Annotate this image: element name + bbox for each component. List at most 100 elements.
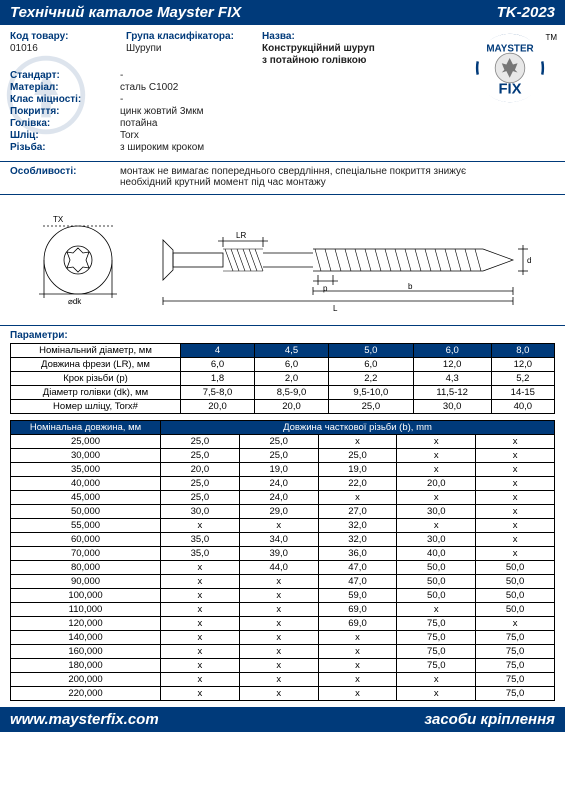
length-cell: x — [318, 659, 397, 673]
param-cell: 9,5-10,0 — [329, 386, 414, 400]
length-cell: x — [476, 491, 555, 505]
param-cell: 4 — [181, 344, 255, 358]
svg-text:LR: LR — [236, 231, 246, 240]
label-thread: Різьба: — [10, 142, 120, 153]
length-nominal: 60,000 — [11, 533, 161, 547]
label-features: Особливості: — [10, 166, 120, 188]
footer-bar: www.maysterfix.com засоби кріплення — [0, 707, 565, 732]
length-cell: x — [397, 435, 476, 449]
info-section: Код товару: Група класифікатора: Назва: … — [0, 25, 565, 157]
svg-text:L: L — [333, 304, 338, 313]
length-nominal: 45,000 — [11, 491, 161, 505]
watermark-icon — [6, 55, 86, 135]
val-code: 01016 — [10, 43, 120, 54]
param-row-label: Довжина фрези (LR), мм — [11, 358, 181, 372]
length-cell: 25,0 — [161, 435, 240, 449]
length-cell: x — [239, 673, 318, 687]
param-cell: 6,0 — [329, 358, 414, 372]
svg-text:b: b — [408, 282, 413, 291]
length-cell: 34,0 — [239, 533, 318, 547]
length-cell: 75,0 — [476, 687, 555, 701]
length-cell: x — [161, 561, 240, 575]
length-cell: x — [397, 603, 476, 617]
param-cell: 20,0 — [181, 400, 255, 414]
length-nominal: 140,000 — [11, 631, 161, 645]
param-cell: 8,5-9,0 — [255, 386, 329, 400]
footer-left: www.maysterfix.com — [10, 711, 159, 728]
svg-text:TX: TX — [53, 215, 64, 224]
svg-text:⌀dk: ⌀dk — [68, 297, 82, 306]
length-cell: x — [239, 575, 318, 589]
length-cell: x — [239, 589, 318, 603]
length-cell: 25,0 — [161, 449, 240, 463]
val-standard: - — [120, 70, 320, 81]
length-cell: 35,0 — [161, 533, 240, 547]
param-cell: 4,3 — [413, 372, 491, 386]
length-nominal: 40,000 — [11, 477, 161, 491]
params-table: Номінальний діаметр, мм44,55,06,08,0Довж… — [10, 343, 555, 414]
length-cell: 69,0 — [318, 617, 397, 631]
length-cell: x — [318, 645, 397, 659]
length-cell: x — [239, 687, 318, 701]
length-cell: 75,0 — [397, 659, 476, 673]
length-cell: x — [318, 435, 397, 449]
length-cell: x — [476, 449, 555, 463]
length-nominal: 110,000 — [11, 603, 161, 617]
label-name: Назва: — [262, 31, 442, 42]
length-cell: 75,0 — [397, 631, 476, 645]
length-cell: 32,0 — [318, 533, 397, 547]
length-cell: x — [161, 589, 240, 603]
length-cell: 25,0 — [318, 449, 397, 463]
length-cell: x — [318, 491, 397, 505]
length-cell: x — [397, 519, 476, 533]
length-nominal: 35,000 — [11, 463, 161, 477]
val-head: потайна — [120, 118, 320, 129]
length-cell: 40,0 — [397, 547, 476, 561]
length-cell: 75,0 — [476, 645, 555, 659]
length-cell: 50,0 — [476, 603, 555, 617]
length-cell: 19,0 — [318, 463, 397, 477]
length-cell: 25,0 — [239, 449, 318, 463]
val-material: сталь С1002 — [120, 82, 320, 93]
length-nominal: 25,000 — [11, 435, 161, 449]
length-nominal: 90,000 — [11, 575, 161, 589]
param-row-label: Крок різьби (p) — [11, 372, 181, 386]
length-cell: x — [476, 617, 555, 631]
length-cell: x — [476, 435, 555, 449]
logo-tm: TM — [545, 33, 557, 42]
length-cell: 47,0 — [318, 561, 397, 575]
length-nominal: 160,000 — [11, 645, 161, 659]
length-cell: x — [318, 673, 397, 687]
length-cell: 50,0 — [397, 575, 476, 589]
length-cell: 75,0 — [476, 673, 555, 687]
param-cell: 30,0 — [413, 400, 491, 414]
length-cell: x — [476, 477, 555, 491]
param-cell: 2,2 — [329, 372, 414, 386]
length-cell: 69,0 — [318, 603, 397, 617]
param-cell: 5,0 — [329, 344, 414, 358]
length-cell: x — [476, 505, 555, 519]
param-cell: 11,5-12 — [413, 386, 491, 400]
length-cell: x — [239, 617, 318, 631]
length-nominal: 80,000 — [11, 561, 161, 575]
length-cell: 22,0 — [318, 477, 397, 491]
screw-diagram: TX ⌀dk — [0, 199, 565, 321]
svg-text:FIX: FIX — [498, 81, 521, 97]
param-cell: 2,0 — [255, 372, 329, 386]
length-cell: 50,0 — [476, 561, 555, 575]
length-cell: 47,0 — [318, 575, 397, 589]
length-cell: 75,0 — [397, 645, 476, 659]
length-cell: 39,0 — [239, 547, 318, 561]
length-cell: 30,0 — [397, 505, 476, 519]
length-cell: x — [239, 519, 318, 533]
length-cell: x — [161, 687, 240, 701]
footer-right: засоби кріплення — [424, 711, 555, 728]
length-cell: x — [161, 645, 240, 659]
param-cell: 6,0 — [181, 358, 255, 372]
length-cell: 30,0 — [397, 533, 476, 547]
length-cell: 27,0 — [318, 505, 397, 519]
length-cell: x — [239, 631, 318, 645]
length-cell: 50,0 — [476, 589, 555, 603]
length-cell: x — [161, 673, 240, 687]
val-features: монтаж не вимагає попереднього свердлінн… — [120, 166, 520, 188]
